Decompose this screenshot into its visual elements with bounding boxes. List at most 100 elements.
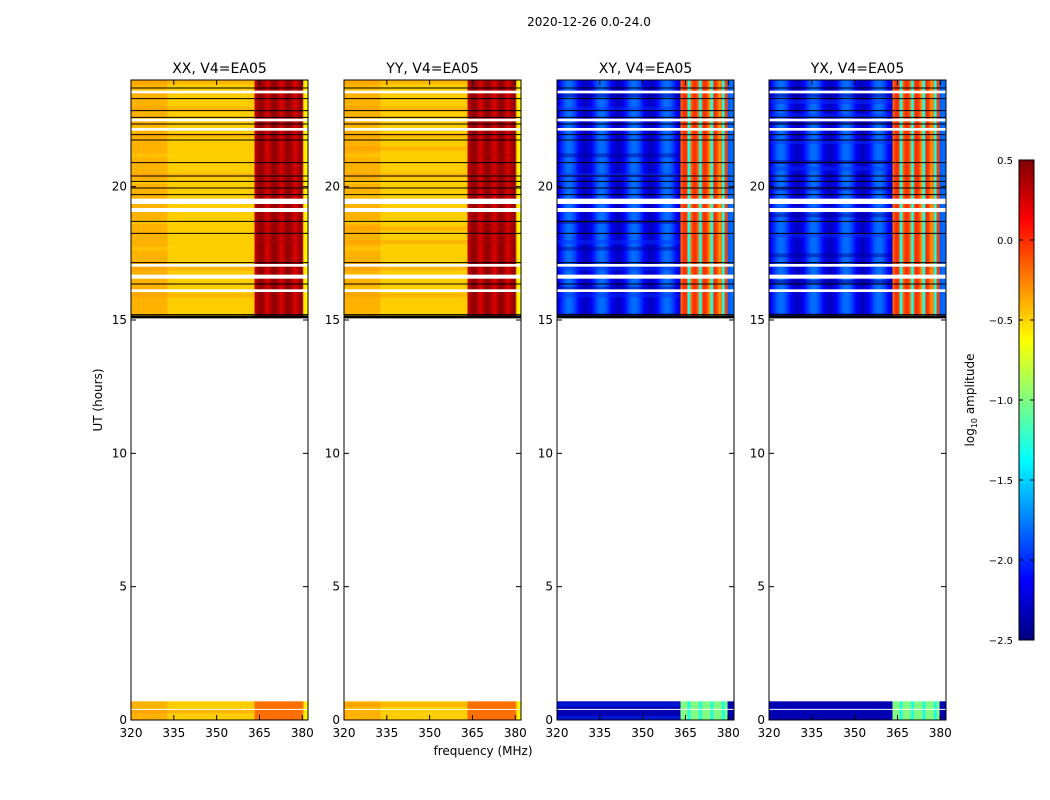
flagged-gap (344, 208, 521, 212)
heatmap-row (344, 146, 467, 151)
heatmap-row (131, 180, 254, 184)
heatmap-row (557, 153, 680, 158)
panel-frame (343, 79, 522, 721)
heatmap-row (344, 133, 467, 138)
flagged-gap (344, 128, 521, 131)
heatmap-row (344, 193, 467, 198)
heatmap-block (557, 701, 734, 720)
flagged-gap (557, 90, 734, 94)
panel-frame (556, 79, 735, 721)
heatmap-row (255, 227, 303, 230)
colorbar-tick-label: −2.5 (989, 636, 1013, 647)
panel-xx: 320 335 350 365 380 0 5 10 15 20 XX, V4=EA05 (112, 61, 314, 740)
colorbar-tick-label: −0.5 (989, 316, 1013, 327)
heatmap-row (344, 293, 467, 298)
heatmap-row (344, 266, 467, 271)
heatmap-block (131, 80, 308, 318)
flagged-gap (131, 208, 308, 212)
heatmap-row (557, 220, 680, 224)
x-tick-label: 335 (162, 726, 185, 740)
heatmap-row (557, 266, 680, 271)
heatmap-row (344, 80, 467, 84)
heatmap-row (255, 160, 303, 163)
flagged-gap (344, 90, 521, 94)
flagged-gap (131, 264, 308, 267)
heatmap-row (255, 240, 303, 243)
heatmap-row (131, 709, 254, 714)
heatmap-row (769, 253, 892, 258)
flagged-gap (557, 208, 734, 212)
panel-title: YY, V4=EA05 (385, 61, 478, 77)
heatmap-row (557, 93, 680, 98)
heatmap-row (255, 154, 303, 156)
heatmap-row (344, 702, 467, 707)
flagged-gap (769, 274, 946, 279)
flagged-gap (557, 264, 734, 267)
x-tick-label: 350 (631, 726, 654, 740)
flagged-gap (344, 274, 521, 279)
x-tick-label: 380 (929, 726, 952, 740)
y-tick-label: 15 (325, 313, 340, 327)
heatmap-row (131, 293, 254, 298)
heatmap-row (255, 234, 303, 236)
x-tick-label: 380 (291, 726, 314, 740)
flagged-gap (769, 264, 946, 267)
heatmap-block (131, 701, 308, 720)
heatmap-row (131, 220, 254, 224)
heatmap-row (344, 180, 467, 184)
flagged-gap (131, 198, 308, 204)
x-tick-label: 320 (758, 726, 781, 740)
heatmap-block (344, 701, 521, 720)
x-tick-label: 365 (674, 726, 697, 740)
flagged-gap (131, 118, 308, 122)
y-tick-label: 0 (757, 713, 765, 727)
flagged-gap (557, 128, 734, 131)
heatmap-row (344, 240, 467, 244)
heatmap-row (769, 166, 892, 171)
x-tick-label: 350 (418, 726, 441, 740)
heatmap (344, 80, 521, 720)
heatmap-row (344, 153, 467, 158)
heatmap-row (131, 173, 254, 178)
y-tick-label: 5 (757, 580, 765, 594)
colorbar-tick-label: −1.5 (989, 476, 1013, 487)
heatmap-row (131, 313, 254, 318)
heatmap (769, 80, 946, 720)
flagged-gap (769, 128, 946, 131)
heatmap-row (344, 173, 467, 178)
heatmap (131, 80, 308, 720)
heatmap-row (557, 313, 680, 318)
y-tick-label: 20 (538, 180, 553, 194)
y-tick-label: 10 (538, 446, 553, 460)
flagged-gap (557, 118, 734, 122)
x-tick-label: 335 (800, 726, 823, 740)
flagged-gap (131, 90, 308, 94)
heatmap-row (769, 160, 892, 164)
colorbar-tick-label: −2.0 (989, 556, 1013, 567)
heatmap-row (557, 106, 680, 111)
heatmap-row (344, 86, 467, 91)
y-axis-label: UT (hours) (91, 368, 105, 431)
heatmap-row (557, 702, 680, 707)
colorbar: log10 amplitude 0.5 0.0 −0.5 −1.0 −1.5 −2.0 −2… (963, 156, 1035, 647)
heatmap-row (468, 214, 516, 216)
heatmap-row (131, 86, 254, 91)
y-tick-label: 20 (325, 180, 340, 194)
heatmap-row (557, 240, 680, 244)
x-tick-label: 320 (333, 726, 356, 740)
heatmap-row (344, 220, 467, 224)
heatmap-row (468, 167, 516, 170)
colorbar-label: log10 amplitude (963, 354, 979, 447)
heatmap-row (131, 246, 254, 251)
heatmap-row (769, 113, 892, 118)
panel-frame (768, 79, 947, 721)
colorbar-tick-label: 0.0 (997, 236, 1013, 247)
heatmap-row (344, 246, 467, 251)
heatmap-row (769, 186, 892, 191)
x-tick-label: 320 (120, 726, 143, 740)
x-tick-label: 350 (205, 726, 228, 740)
panel-title: YX, V4=EA05 (810, 61, 905, 77)
heatmap-row (344, 286, 467, 291)
figure-suptitle: 2020-12-26 0.0-24.0 (527, 15, 651, 29)
